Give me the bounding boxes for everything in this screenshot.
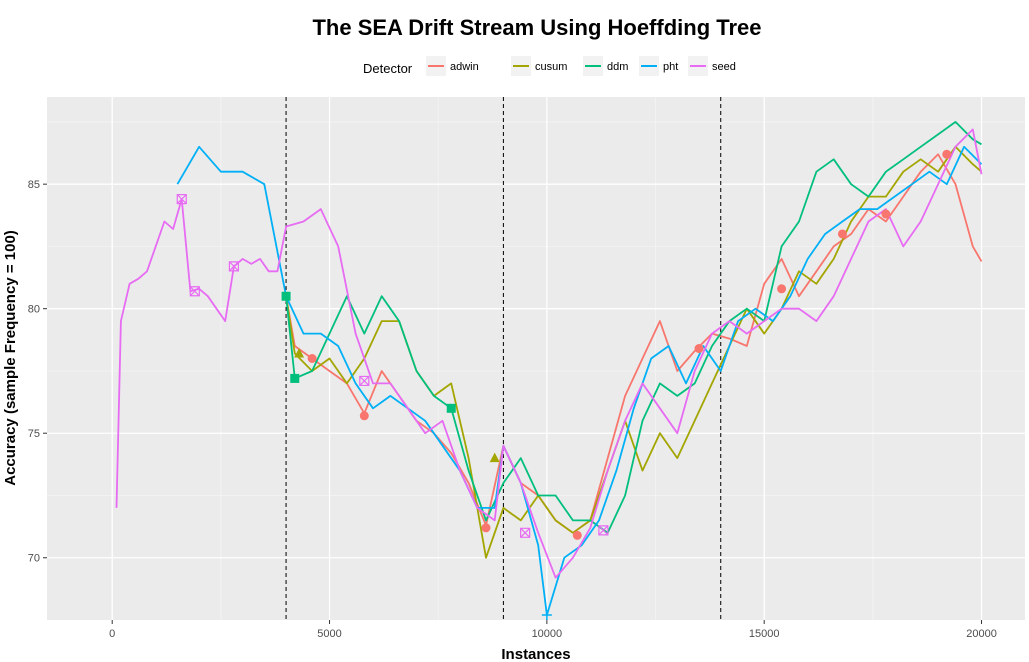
chart-title: The SEA Drift Stream Using Hoeffding Tre… xyxy=(312,15,761,40)
y-tick-label: 75 xyxy=(28,428,40,440)
x-axis-title: Instances xyxy=(501,646,570,662)
marker-ddm xyxy=(446,403,456,413)
x-tick-label: 20000 xyxy=(966,628,997,640)
series-line-seed xyxy=(115,128,983,579)
y-tick-label: 85 xyxy=(28,179,40,191)
legend: Detector adwin cusum ddm pht seed xyxy=(363,56,736,76)
marker-seed xyxy=(520,527,531,538)
legend-label-pht: pht xyxy=(663,61,678,73)
x-tick-label: 10000 xyxy=(532,628,563,640)
x-tick-label: 5000 xyxy=(317,628,341,640)
marker-seed xyxy=(176,194,187,205)
y-axis-title: Accuracy (sample Frequency = 100) xyxy=(2,230,19,486)
marker-seed xyxy=(598,525,609,536)
series-line-ddm xyxy=(285,121,982,534)
marker-seed xyxy=(228,261,240,272)
marker-seed xyxy=(189,286,200,297)
marker-pht xyxy=(541,610,552,621)
marker-adwin xyxy=(777,284,787,294)
legend-title: Detector xyxy=(363,61,413,76)
x-tick-label: 15000 xyxy=(749,628,780,640)
series-line-pht xyxy=(176,145,983,616)
marker-adwin xyxy=(942,149,952,159)
marker-cusum xyxy=(489,452,500,463)
marker-cusum xyxy=(294,348,305,358)
marker-ddm xyxy=(281,291,291,301)
marker-adwin xyxy=(837,229,847,239)
marker-adwin xyxy=(359,411,369,421)
legend-label-ddm: ddm xyxy=(607,61,628,73)
plot-panel xyxy=(47,97,1025,620)
marker-adwin xyxy=(307,354,317,363)
marker-seed xyxy=(359,375,370,387)
marker-adwin xyxy=(881,209,891,219)
x-tick-label: 0 xyxy=(109,628,115,640)
marker-ddm xyxy=(290,373,300,383)
legend-label-adwin: adwin xyxy=(450,61,479,73)
y-tick-label: 70 xyxy=(28,553,40,565)
series-line-cusum xyxy=(285,145,983,559)
marker-adwin xyxy=(572,530,582,540)
y-tick-label: 80 xyxy=(28,304,40,316)
marker-adwin xyxy=(694,344,704,354)
legend-label-seed: seed xyxy=(712,61,736,73)
legend-label-cusum: cusum xyxy=(535,61,567,73)
marker-adwin xyxy=(481,523,491,533)
